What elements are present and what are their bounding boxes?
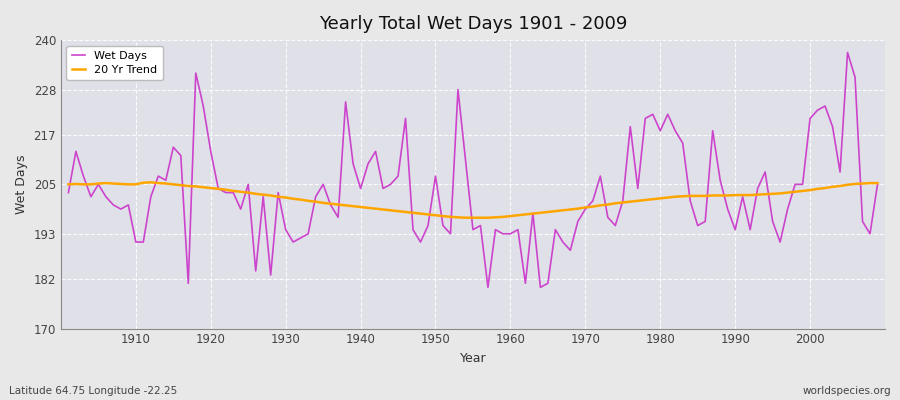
20 Yr Trend (512, 213, 523, 218)
Text: Latitude 64.75 Longitude -22.25: Latitude 64.75 Longitude -22.25 (9, 386, 177, 396)
Wet Days (872, 182, 883, 187)
20 Yr Trend (295, 197, 306, 202)
20 Yr Trend (340, 203, 351, 208)
20 Yr Trend (123, 182, 134, 187)
Wet Days (842, 50, 853, 55)
Wet Days (602, 215, 613, 220)
20 Yr Trend (146, 180, 157, 185)
20 Yr Trend (460, 215, 471, 220)
20 Yr Trend (872, 181, 883, 186)
Wet Days (482, 285, 493, 290)
20 Yr Trend (63, 182, 74, 187)
Wet Days (512, 227, 523, 232)
X-axis label: Year: Year (460, 352, 486, 365)
Line: 20 Yr Trend: 20 Yr Trend (68, 182, 878, 218)
20 Yr Trend (520, 212, 531, 217)
Line: Wet Days: Wet Days (68, 52, 878, 287)
Text: worldspecies.org: worldspecies.org (803, 386, 891, 396)
20 Yr Trend (610, 201, 621, 206)
Wet Days (288, 240, 299, 244)
Wet Days (63, 190, 74, 195)
Y-axis label: Wet Days: Wet Days (15, 154, 28, 214)
Title: Yearly Total Wet Days 1901 - 2009: Yearly Total Wet Days 1901 - 2009 (319, 15, 627, 33)
Wet Days (123, 202, 134, 207)
Legend: Wet Days, 20 Yr Trend: Wet Days, 20 Yr Trend (67, 46, 163, 80)
Wet Days (505, 231, 516, 236)
Wet Days (333, 215, 344, 220)
